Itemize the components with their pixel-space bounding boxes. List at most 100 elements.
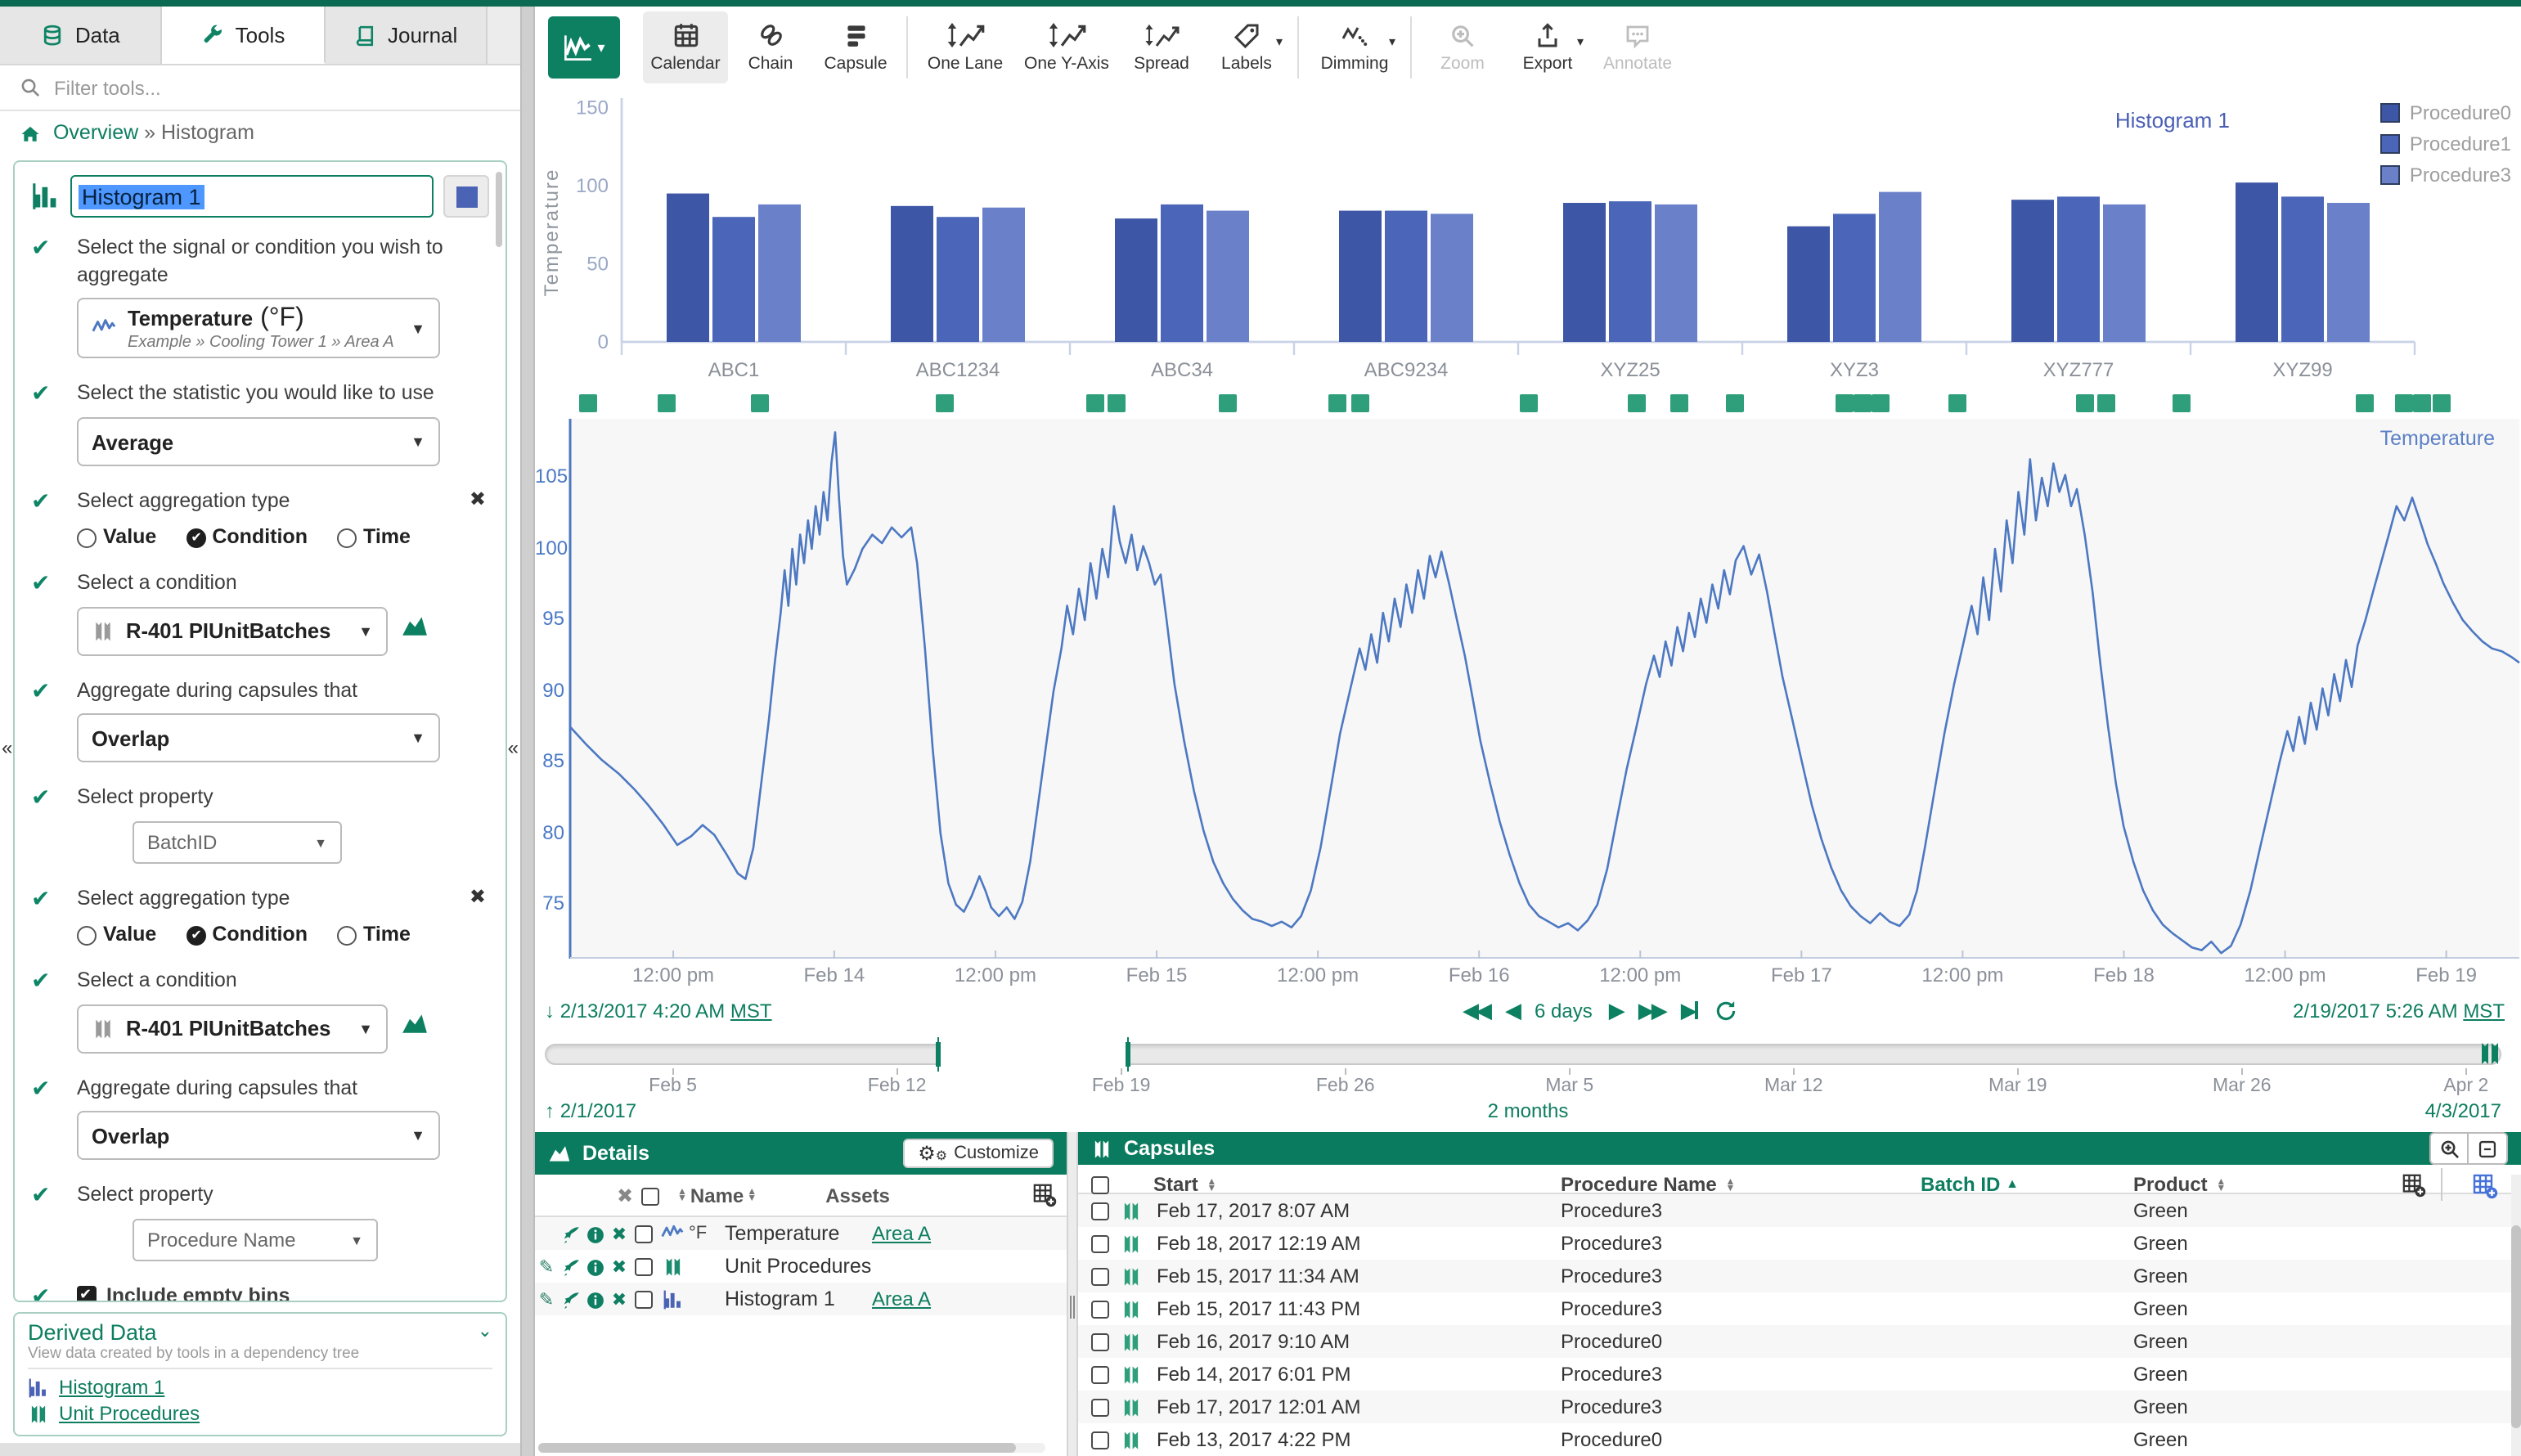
toolbar-export-button[interactable]: ▾ Export [1505, 11, 1590, 83]
column-name[interactable]: Name [690, 1184, 744, 1207]
trend-send-icon[interactable] [558, 1255, 582, 1278]
toolbar-annotate-button[interactable]: Annotate [1590, 11, 1685, 83]
select-all-checkbox[interactable] [641, 1184, 674, 1207]
column-batch-id[interactable]: Batch ID ▲ [1921, 1173, 2019, 1196]
capsule-marker[interactable] [936, 394, 955, 412]
column-procedure-name[interactable]: Procedure Name ▲ ▼ [1561, 1173, 1736, 1196]
trend-send-icon[interactable] [558, 1287, 582, 1310]
area-chart-icon[interactable] [401, 1009, 429, 1037]
toolbar-capsule-button[interactable]: Capsule [813, 11, 898, 83]
row-checkbox[interactable] [1078, 1330, 1121, 1353]
capsule-marker[interactable] [2433, 394, 2451, 412]
edit-icon[interactable]: ✎ [538, 1258, 555, 1278]
tab-tools[interactable]: Tools [162, 7, 326, 64]
column-product[interactable]: Product ▲ ▼ [2133, 1173, 2227, 1196]
row-checkbox[interactable] [1078, 1395, 1121, 1418]
zoom-in-button[interactable] [2429, 1132, 2469, 1165]
row-checkbox[interactable] [631, 1222, 656, 1245]
panel-splitter-vertical[interactable] [520, 7, 535, 1456]
capsule-marker[interactable] [1328, 394, 1346, 412]
step-back-button[interactable]: ◀ [1505, 998, 1521, 1022]
property-select[interactable]: Procedure Name ▼ [133, 1219, 378, 1262]
refresh-icon[interactable] [1715, 1000, 1738, 1022]
capsules-vscrollbar[interactable] [2511, 1175, 2521, 1456]
range-start[interactable]: ↓ 2/13/2017 4:20 AM MST [545, 1000, 772, 1022]
capsule-marker[interactable] [1351, 394, 1370, 412]
row-name[interactable]: Unit Procedures [725, 1255, 872, 1278]
capsule-marker[interactable] [1872, 394, 1890, 412]
toolbar-spread-button[interactable]: Spread [1119, 11, 1204, 83]
investigate-end[interactable]: 4/3/2017 [2424, 1099, 2501, 1122]
info-icon[interactable] [582, 1287, 607, 1310]
timezone-link[interactable]: MST [730, 1000, 772, 1022]
remove-icon[interactable]: ✖ [611, 1257, 627, 1277]
step-forward-fast-button[interactable]: ▶▶ [1638, 998, 1668, 1022]
radio-condition[interactable]: Condition [186, 525, 308, 548]
row-checkbox[interactable] [1078, 1428, 1121, 1451]
toolbar-one-lane-button[interactable]: One Lane [916, 11, 1014, 83]
sort-icon[interactable]: ▲ ▼ [677, 1187, 687, 1203]
step-forward-button[interactable]: ▶ [1608, 998, 1625, 1022]
derived-item-link[interactable]: Histogram 1 [59, 1376, 165, 1399]
remove-all-icon[interactable]: ✖ [617, 1184, 634, 1207]
row-name[interactable]: Temperature [725, 1222, 840, 1245]
capsule-marker[interactable] [1108, 394, 1126, 412]
capsule-marker[interactable] [579, 394, 598, 412]
investigate-duration[interactable]: 2 months [1487, 1099, 1569, 1122]
capsule-marker[interactable] [2394, 394, 2412, 412]
step-to-end-button[interactable]: ▶ [1681, 998, 1699, 1024]
capsule-marker[interactable] [1519, 394, 1538, 412]
capsule-marker[interactable] [657, 394, 676, 412]
toolbar-zoom-button[interactable]: Zoom [1420, 11, 1505, 83]
column-assets[interactable]: Assets [825, 1184, 890, 1207]
slider-selection-window[interactable] [936, 1037, 1130, 1072]
toolbar-chain-button[interactable]: Chain [728, 11, 813, 83]
filter-tools-input[interactable] [54, 76, 381, 99]
capsule-marker[interactable] [1670, 394, 1689, 412]
capsule-marker[interactable] [2413, 394, 2432, 412]
capsule-marker[interactable] [2097, 394, 2116, 412]
capsule-marker[interactable] [1725, 394, 1744, 412]
close-icon[interactable]: ✖ [469, 885, 486, 909]
capsule-marker[interactable] [1628, 394, 1647, 412]
remove-icon[interactable]: ✖ [611, 1290, 627, 1310]
row-name[interactable]: Histogram 1 [725, 1287, 835, 1310]
derived-data-header[interactable]: ⌄ Derived Data [28, 1320, 492, 1345]
details-capsules-splitter[interactable] [1067, 1132, 1078, 1456]
radio-time[interactable]: Time [337, 923, 411, 946]
radio-condition[interactable]: Condition [186, 923, 308, 946]
info-icon[interactable] [582, 1255, 607, 1278]
row-checkbox[interactable] [1078, 1265, 1121, 1287]
derived-item-link[interactable]: Unit Procedures [59, 1402, 200, 1425]
capsule-marker[interactable] [751, 394, 770, 412]
slider-track[interactable] [545, 1037, 2501, 1072]
toolbar-dimming-button[interactable]: ▾ Dimming [1307, 11, 1402, 83]
add-column-blue-icon[interactable] [2472, 1173, 2498, 1199]
property-select[interactable]: BatchID ▼ [133, 821, 342, 865]
tool-panel-scrollbar[interactable] [496, 172, 502, 247]
capsule-marker[interactable] [1086, 394, 1104, 412]
trend-send-icon[interactable] [558, 1222, 582, 1245]
range-end[interactable]: 2/19/2017 5:26 AM MST [2293, 1000, 2505, 1022]
customize-button[interactable]: ⚙⚙ Customize [903, 1139, 1054, 1168]
capsule-marker[interactable] [2076, 394, 2095, 412]
capsule-marker[interactable] [1835, 394, 1854, 412]
add-column-icon[interactable] [2402, 1173, 2426, 1198]
condition-select[interactable]: R-401 PIUnitBatches ▼ [77, 606, 388, 656]
investigate-start[interactable]: ↑ 2/1/2017 [545, 1099, 637, 1122]
row-asset-link[interactable]: Area A [872, 1287, 932, 1310]
info-icon[interactable] [582, 1222, 607, 1245]
timezone-link[interactable]: MST [2463, 1000, 2505, 1022]
radio-time[interactable]: Time [337, 525, 411, 548]
overlap-select[interactable]: Overlap ▼ [77, 713, 440, 763]
edit-icon[interactable]: ✎ [538, 1291, 555, 1310]
sort-icon[interactable]: ▲ ▼ [747, 1187, 757, 1203]
empty-bins-row[interactable]: Include empty bins [77, 1283, 489, 1301]
select-all-checkbox[interactable] [1091, 1173, 1109, 1196]
collapse-sidebar-icon[interactable]: « [507, 736, 519, 759]
overlap-select[interactable]: Overlap ▼ [77, 1111, 440, 1161]
add-column-icon[interactable] [1032, 1183, 1057, 1207]
collapse-panel-button[interactable] [2469, 1132, 2508, 1165]
range-duration[interactable]: 6 days [1535, 1000, 1593, 1022]
step-back-fast-button[interactable]: ◀◀ [1463, 998, 1492, 1022]
